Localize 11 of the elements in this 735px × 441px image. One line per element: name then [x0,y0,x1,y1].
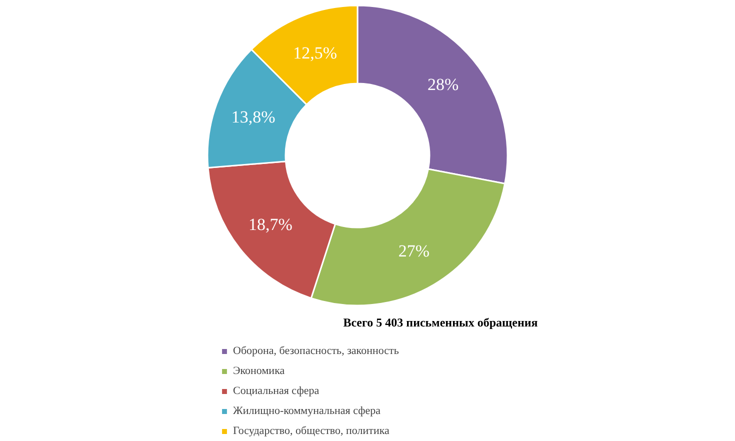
legend-label: Жилищно-коммунальная сфера [233,405,380,417]
data-label: 13,8% [231,108,276,127]
legend-label: Оборона, безопасность, законность [233,345,399,357]
text: Всего 5 403 письменных обращения [343,316,538,330]
data-label: 12,5% [293,43,337,62]
legend-label: Государство, общество, политика [233,425,390,437]
data-label: 27% [398,242,430,261]
legend-label: Экономика [233,365,285,377]
legend-label: Социальная сфера [233,385,320,397]
data-label: 18,7% [248,214,292,234]
data-label: 28% [427,75,459,94]
